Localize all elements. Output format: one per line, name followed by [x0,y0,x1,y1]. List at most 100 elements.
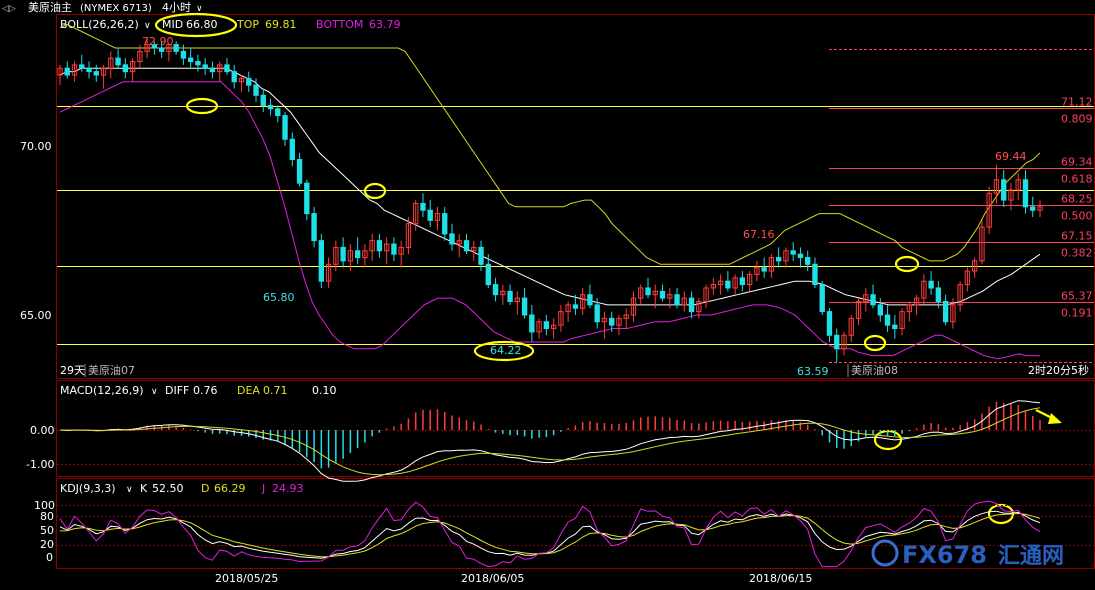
fib-ratio-label: 0.191 [1061,307,1093,320]
candlestick-series [57,37,1043,363]
macd-y-axis: 0.00 -1.00 [26,424,55,471]
kdj-series [59,500,1041,568]
kdj-y-axis: 100 80 50 20 0 [34,499,55,564]
candle-body [492,284,499,296]
candle-body [166,44,172,52]
candle-body [442,213,448,235]
candle-body [282,115,288,140]
candle-body [848,317,854,336]
candle-body [376,240,383,252]
candle-body [1030,206,1036,211]
macd-value: 0.10 [312,384,337,397]
date-axis: 2018/05/25 2018/06/05 2018/06/15 [215,572,812,585]
fib-ratio-label: 0.809 [1061,113,1093,126]
contract-label-2: 美原油08 [851,363,898,377]
kdj-k-label: K [140,482,148,495]
candle-body [420,202,426,211]
candle-body [267,104,274,110]
candle-body [158,47,165,52]
annotation-low-2: 64.22 [490,344,522,357]
candle-body [754,267,760,275]
trend-arrow-head-icon [1048,413,1062,424]
candle-body [137,50,143,63]
candle-body [64,67,70,76]
circle-mid-value [154,12,238,38]
candle-body [892,324,898,330]
boll-name[interactable]: BOLL(26,26,2) [60,18,139,31]
y-tick-label: 70.00 [20,140,52,153]
date-tick-label: 2018/06/15 [749,572,812,585]
candle-body [616,317,622,326]
candle-body [543,321,550,330]
y-tick-label: 80 [40,510,54,523]
candle-body [725,280,731,289]
chevron-down-icon[interactable]: ∨ [196,4,203,14]
candle-body [500,290,506,296]
main-y-axis: 70.00 65.00 [20,140,52,322]
candle-body [71,64,78,76]
candle-body [986,192,992,228]
candle-body [383,243,390,252]
candle-body [507,290,513,302]
candle-body [79,64,85,69]
macd-chevron-icon[interactable]: ∨ [151,387,158,397]
countdown-label: 2时20分5秒 [1028,363,1089,377]
candle-body [115,57,121,66]
nav-arrows-icon[interactable]: ◁▷ [2,4,16,14]
candle-body [333,246,339,265]
candle-body [1037,206,1043,211]
candle-body [86,67,92,73]
candle-body [354,250,361,259]
kdj-chevron-icon[interactable]: ∨ [126,485,133,495]
candle-body [921,280,927,299]
candle-body [841,334,847,350]
fib-price-label: 68.25 [1061,193,1093,206]
kdj-legend: KDJ(9,3,3) ∨ K 52.50 D 66.29 J 24.93 [60,482,304,495]
y-tick-label: -1.00 [26,458,54,471]
candle-body [950,304,956,323]
macd-diff-line [59,400,1041,482]
watermark-brand: FX678 [902,541,987,569]
macd-diff-label: DIFF [165,384,189,397]
candle-body [173,44,179,52]
candle-body [964,270,971,286]
candle-body [601,317,608,323]
boll-top-label: TOP [236,18,259,31]
y-tick-label: 0 [46,551,53,564]
candle-body [638,287,644,299]
date-tick-label: 2018/05/25 [215,572,278,585]
candle-body [362,250,368,259]
candle-body [405,223,412,248]
kdj-name[interactable]: KDJ(9,3,3) [60,482,116,495]
period-selector[interactable]: 4小时 [162,1,191,14]
contract-label-1: 美原油07 [88,363,135,377]
fib-ratio-label: 0.618 [1061,173,1093,186]
candle-body [899,311,905,330]
fibonacci-levels: 71.12 0.809 69.34 0.618 68.25 0.500 67.15 0.382… [829,49,1094,363]
candle-body [318,240,325,282]
candle-body [870,294,876,306]
candle-body [485,263,491,286]
candle-body [942,300,949,323]
boll-chevron-icon[interactable]: ∨ [144,21,151,31]
circle-low-2 [473,340,535,362]
macd-series [59,400,1041,482]
watermark: FX678 汇通网 [871,539,1064,569]
macd-name[interactable]: MACD(12,26,9) [60,384,144,397]
y-tick-label: 65.00 [20,309,52,322]
candle-body [565,304,571,313]
macd-legend: MACD(12,26,9) ∨ DIFF 0.76 DEA 0.71 0.10 [60,384,337,397]
kdj-d-line [59,512,1041,558]
symbol-name[interactable]: 美原油主 [28,0,72,14]
circle-mark [363,182,387,200]
price-annotations: 72.90 65.80 64.22 67.16 63.59 69.44 29天 … [60,35,1089,378]
candle-body [775,257,782,262]
candle-body [289,138,295,161]
bollinger-bands [59,23,1041,360]
candle-body [812,263,818,286]
candle-body [413,202,419,225]
candle-body [180,50,187,59]
candle-body [696,300,702,313]
candle-body [630,297,637,316]
candle-body [594,304,600,323]
